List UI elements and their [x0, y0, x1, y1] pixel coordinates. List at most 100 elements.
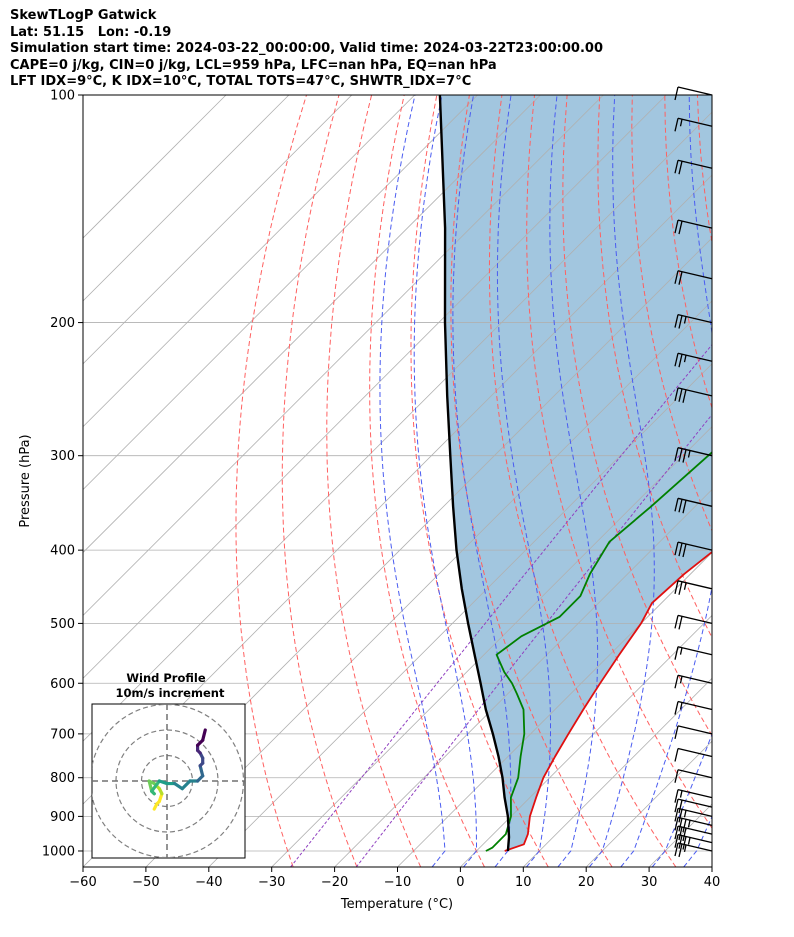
temperature-line — [504, 550, 712, 852]
isotherm-line — [83, 111, 712, 742]
hodograph-title: Wind Profile — [126, 671, 206, 685]
wind-barb-half-flag — [687, 820, 691, 828]
wind-barb-staff — [677, 700, 713, 711]
wind-barb-flag — [678, 271, 683, 285]
isotherm-line — [775, 95, 794, 867]
wind-barb-flag — [674, 580, 679, 594]
wind-barb — [674, 816, 713, 833]
indices-line-2: LFT IDX=9°C, K IDX=10°C, TOTAL TOTS=47°C… — [10, 74, 472, 90]
hodograph-plot — [92, 704, 245, 858]
wind-barb — [674, 86, 713, 101]
wind-barb-half-flag — [679, 702, 683, 710]
wind-barb-staff — [677, 614, 713, 625]
dry-adiabat-line — [369, 95, 485, 867]
hodograph-trace-segment — [198, 764, 205, 778]
moist-adiabat-line — [379, 95, 446, 867]
wind-barb-staff — [677, 816, 713, 827]
x-tick-label: 20 — [578, 875, 595, 890]
x-tick-label: 30 — [641, 875, 658, 890]
dry-adiabat-line — [730, 95, 794, 867]
wind-barb-flag — [674, 842, 679, 857]
wind-barb — [674, 646, 713, 660]
wind-barb-flag — [678, 843, 683, 858]
wind-barb-flag — [674, 498, 679, 512]
wind-barb-staff — [677, 387, 713, 397]
wind-barb-flag — [678, 315, 683, 329]
isotherm-line — [334, 489, 712, 867]
wind-barb-staff — [677, 725, 713, 735]
wind-barb-flag — [674, 615, 679, 629]
wind-barb-flag — [674, 353, 679, 367]
x-tick-label: −10 — [384, 875, 411, 890]
moist-adiabat-line — [620, 95, 712, 867]
x-tick-label: −20 — [321, 875, 348, 890]
wind-barb — [674, 270, 713, 285]
wind-barb — [674, 614, 713, 630]
moist-adiabat-line — [549, 95, 599, 867]
wind-barb-staff — [677, 747, 713, 758]
wind-barb-flag — [678, 835, 683, 849]
isotherm-line — [83, 95, 290, 302]
wind-barb — [674, 497, 713, 514]
profile-series-layer — [438, 95, 712, 852]
x-tick-label: −40 — [195, 875, 222, 890]
x-tick-label: −50 — [132, 875, 159, 890]
wind-barb-flag — [674, 769, 679, 783]
wind-barb-staff — [677, 313, 713, 324]
wind-barb-flag — [674, 808, 679, 822]
wind-barb-flag — [678, 826, 683, 841]
chart-header: SkewTLogP Gatwick Lat: 51.15 Lon: -0.19 Si… — [10, 8, 603, 91]
wind-barb-flag — [674, 748, 679, 762]
wind-barb — [674, 313, 713, 329]
wind-barb-flag — [678, 161, 683, 175]
wind-barb-half-flag — [679, 647, 683, 655]
wind-barb — [674, 159, 713, 175]
x-tick-label: 40 — [704, 875, 721, 890]
wind-barb — [674, 798, 713, 814]
wind-barb-flag — [678, 499, 683, 513]
wind-barb — [674, 700, 713, 715]
wind-barb-staff — [677, 270, 713, 280]
wind-barb-flag — [678, 220, 683, 235]
wind-barb-flag — [678, 818, 683, 832]
moist-adiabat-line — [588, 95, 655, 867]
wind-barb-flag — [674, 314, 679, 328]
isotherm-line — [83, 95, 478, 491]
wind-barb — [674, 580, 713, 595]
isotherm-line — [83, 95, 353, 365]
wind-barb-flag — [674, 798, 679, 813]
y-axis-label: Pressure (hPa) — [18, 434, 33, 527]
wind-barb-flag — [678, 388, 683, 402]
wind-barb — [674, 807, 713, 823]
wind-barb-staff — [677, 159, 713, 169]
y-tick-label: 100 — [50, 89, 75, 104]
wind-barb-staff — [677, 86, 713, 96]
mixing-ratio-line — [290, 343, 712, 867]
dry-adiabat-line — [562, 95, 712, 737]
wind-barb — [674, 541, 713, 558]
wind-barb-flag — [678, 542, 683, 557]
hodograph-trace-segment — [150, 779, 161, 793]
hodograph-trace-segment — [180, 779, 192, 791]
wind-barb — [674, 747, 713, 762]
wind-barb-staff — [677, 580, 713, 590]
moist-adiabat-line — [496, 95, 551, 867]
parcel-path-line — [438, 95, 511, 852]
x-tick-label: 10 — [515, 875, 532, 890]
wind-barb-flag — [674, 160, 679, 174]
wind-barb — [674, 387, 713, 403]
isotherm-line — [711, 866, 712, 867]
y-tick-label: 300 — [50, 449, 75, 464]
wind-barb — [674, 725, 713, 740]
wind-barb-staff — [677, 117, 713, 127]
wind-barb-staff — [677, 788, 713, 799]
wind-barb — [674, 219, 713, 235]
y-tick-label: 600 — [50, 677, 75, 692]
y-tick-label: 500 — [50, 617, 75, 632]
wind-barb-half-flag — [679, 119, 683, 127]
axis-ticks-layer: −60 −50 −40 −30 −20 −10 0 10 20 30 40 100 200 300 400 5… — [42, 89, 720, 891]
wind-barb-flag — [674, 646, 679, 660]
dry-adiabat-line — [526, 95, 712, 829]
wind-barb-flag — [674, 701, 679, 715]
y-tick-label: 700 — [50, 727, 75, 742]
